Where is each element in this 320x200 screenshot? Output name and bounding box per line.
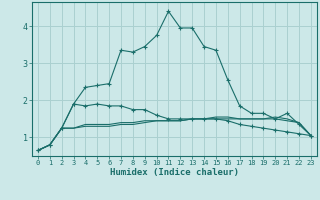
X-axis label: Humidex (Indice chaleur): Humidex (Indice chaleur) [110, 168, 239, 177]
